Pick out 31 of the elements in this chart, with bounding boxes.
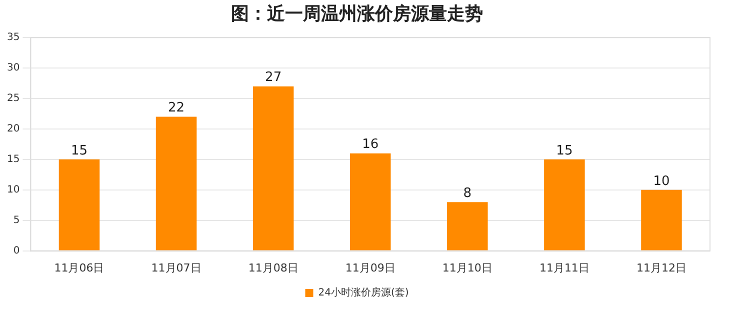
- data-label: 10: [653, 174, 670, 189]
- bar: [156, 116, 197, 250]
- y-tick-label: 0: [13, 245, 20, 256]
- data-label: 27: [265, 70, 282, 86]
- bar: [641, 190, 682, 250]
- data-label: 16: [362, 137, 379, 152]
- y-tick-label: 15: [6, 154, 20, 166]
- y-tick-label: 30: [6, 62, 20, 74]
- x-tick-label: 11月09日: [345, 261, 396, 274]
- bar: [447, 202, 488, 250]
- legend-label: 24小时涨价房源(套): [318, 286, 409, 299]
- bar: [58, 159, 100, 250]
- data-label: 8: [463, 186, 472, 201]
- y-tick-label: 10: [6, 184, 20, 196]
- y-tick-label: 35: [6, 32, 20, 44]
- x-tick-label: 11月07日: [151, 261, 202, 274]
- y-tick-label: 5: [13, 214, 20, 226]
- bar: [252, 86, 294, 250]
- x-tick-label: 11月12日: [636, 261, 686, 274]
- x-tick-label: 11月06日: [54, 261, 104, 274]
- bar: [350, 153, 391, 250]
- x-tick-label: 11月11日: [539, 261, 590, 274]
- x-tick-label: 11月10日: [442, 261, 492, 274]
- data-label: 15: [556, 143, 573, 158]
- x-tick-label: 11月08日: [248, 261, 298, 274]
- data-label: 22: [168, 100, 185, 116]
- y-tick-label: 25: [6, 93, 20, 104]
- y-tick-label: 20: [6, 124, 20, 135]
- data-label: 15: [70, 143, 88, 158]
- bar: [544, 159, 585, 250]
- chart-title: 图：近一周温州涨价房源量走势: [231, 3, 483, 24]
